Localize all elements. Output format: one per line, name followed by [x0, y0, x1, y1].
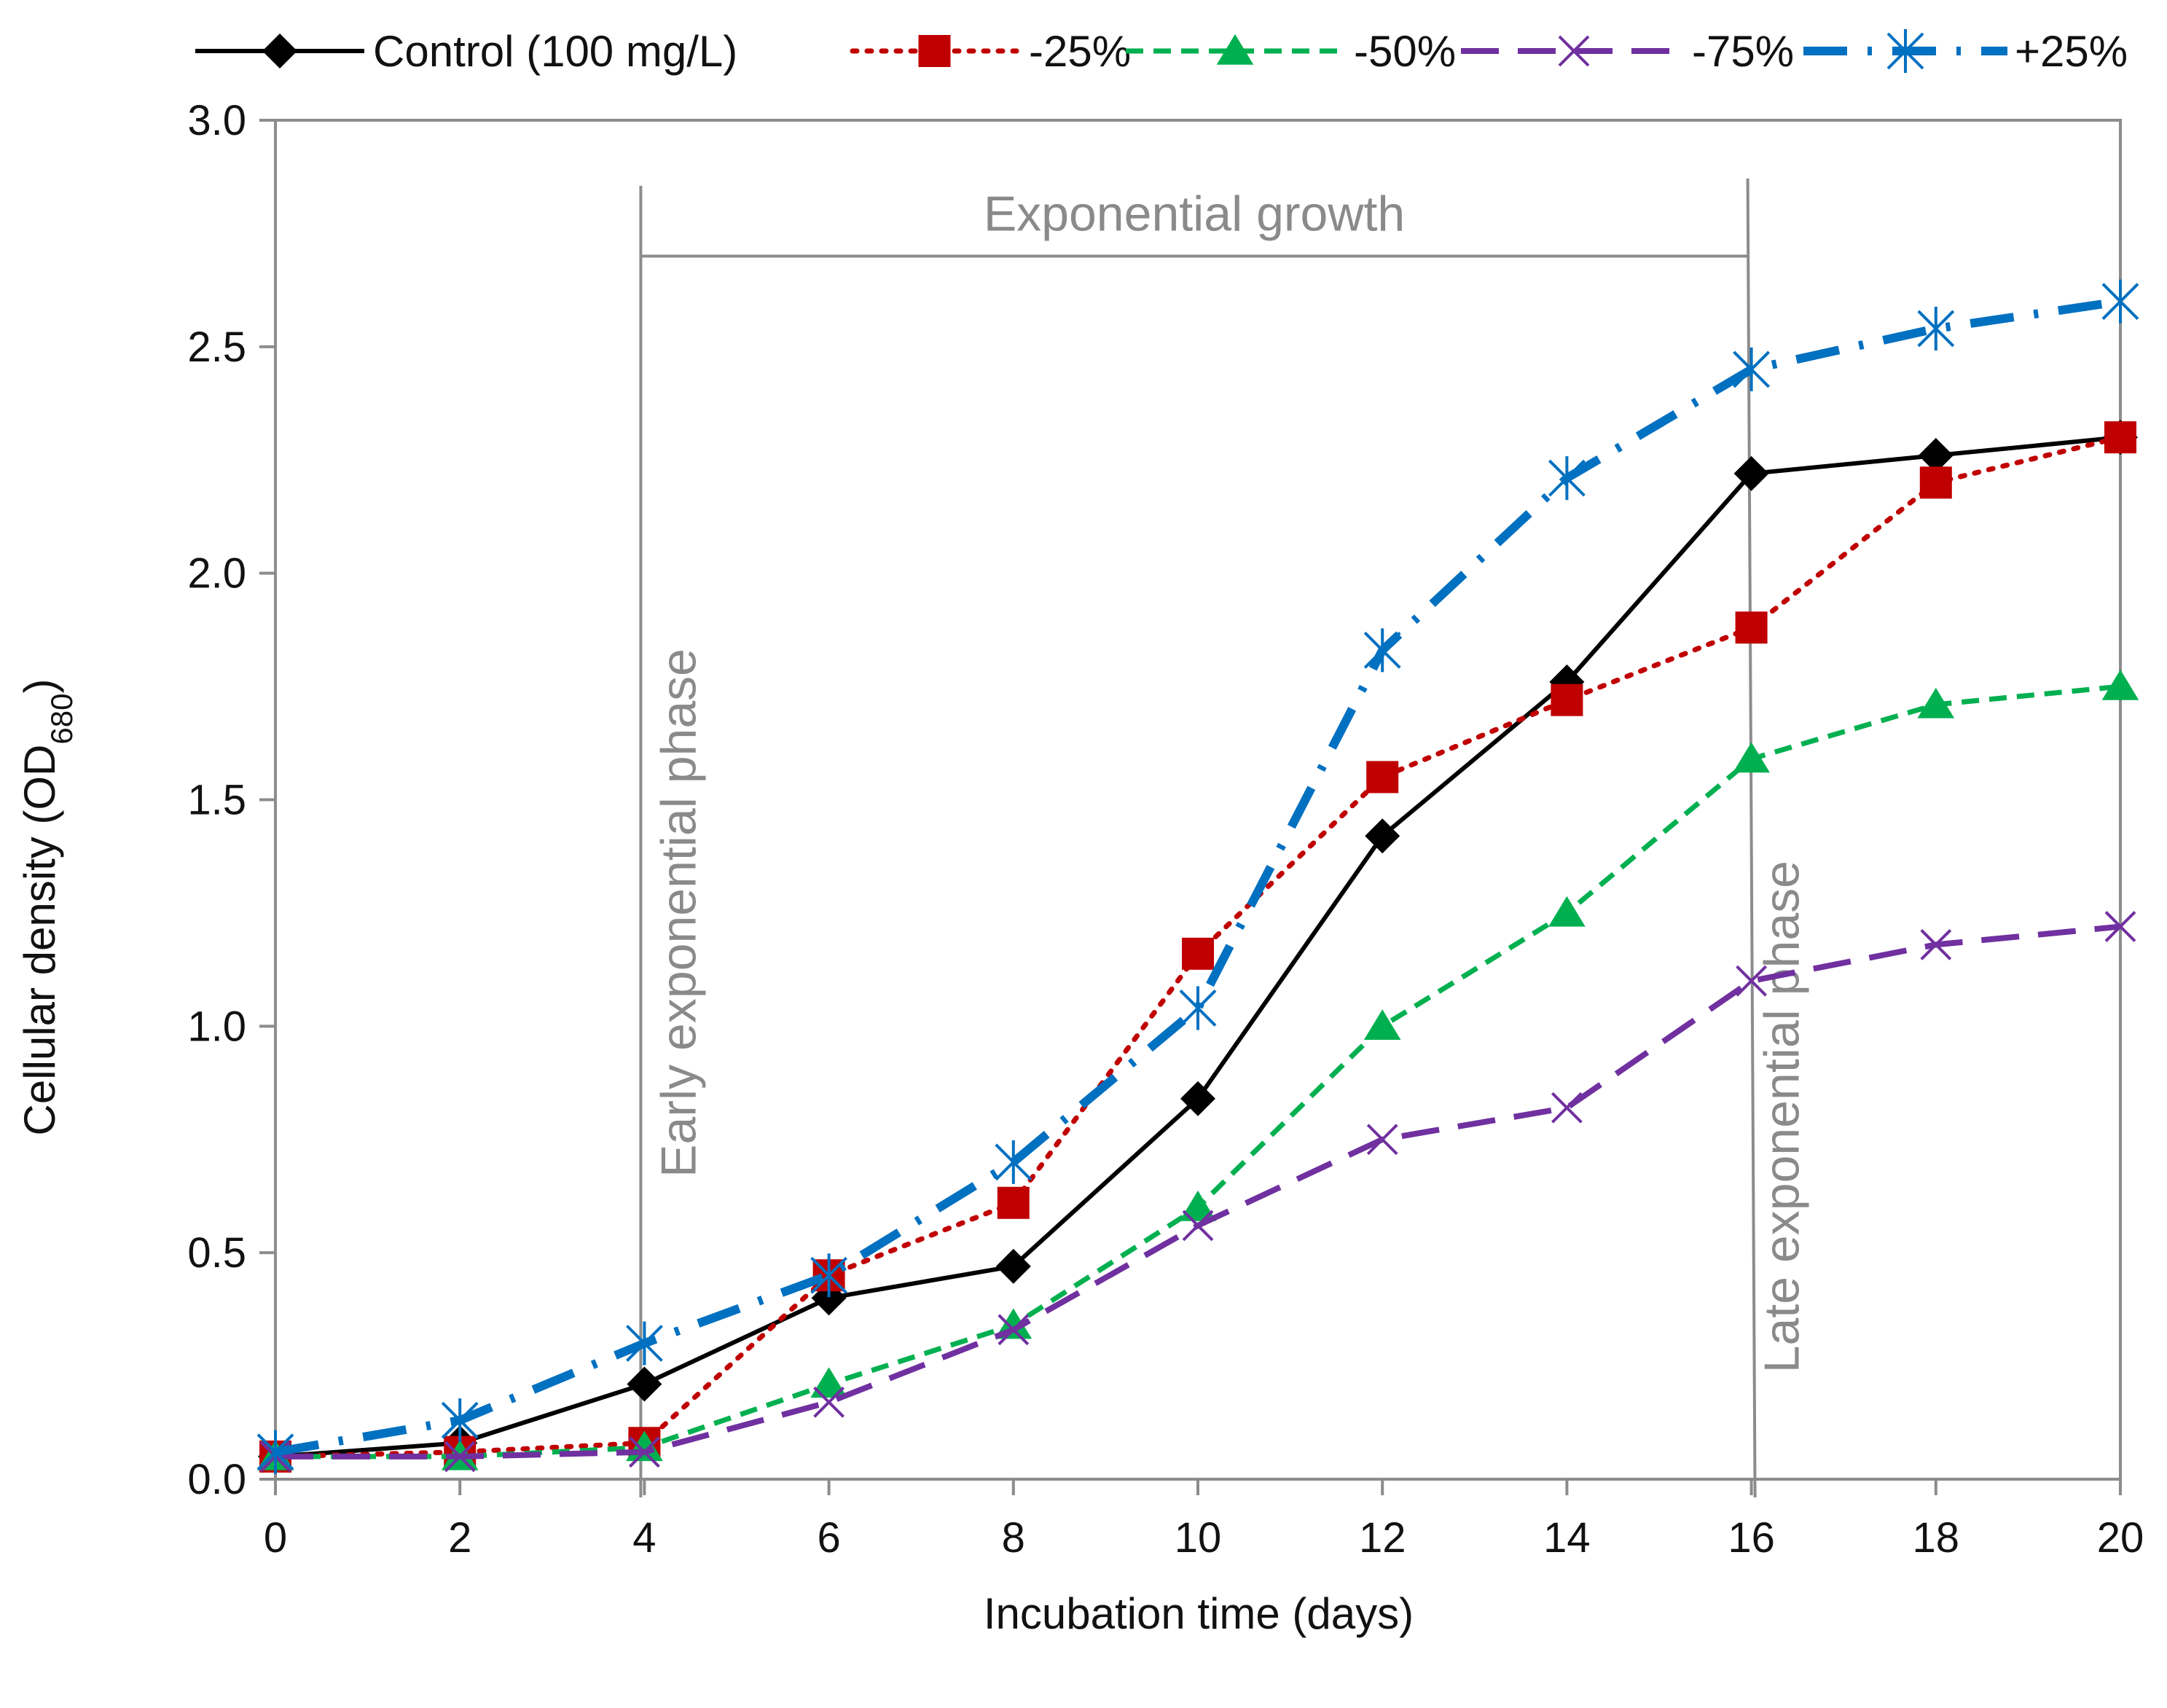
data-point	[995, 1140, 1032, 1184]
data-point	[1735, 611, 1768, 644]
y-tick-label: 2.5	[187, 324, 246, 371]
data-point	[1919, 466, 1952, 499]
data-point	[1365, 818, 1400, 854]
x-tick-label: 12	[1359, 1514, 1406, 1562]
axes: 0.0 0.5 1.0 1.5 2.0 2.5 3.0 0 2 4 6 8 10 12 14 16 18 20	[187, 97, 2144, 1562]
data-point	[1179, 1190, 1217, 1221]
data-point	[441, 1398, 479, 1443]
data-point	[1182, 937, 1214, 970]
legend-marker	[1558, 35, 1590, 67]
data-point	[1733, 347, 1771, 391]
data-point	[1917, 306, 1955, 350]
legend-marker	[1886, 29, 1924, 73]
data-point	[1180, 1081, 1215, 1116]
data-point	[810, 1253, 848, 1298]
data-point	[1182, 1210, 1214, 1242]
data-point	[1179, 986, 1217, 1030]
y-tick-label: 1.0	[187, 1003, 246, 1050]
data-point	[1363, 628, 1401, 673]
x-tick-label: 16	[1728, 1514, 1775, 1562]
data-point	[1551, 1092, 1583, 1124]
data-point	[625, 1321, 663, 1366]
annotations-layer: Exponential growth Early exponential phas…	[639, 178, 1810, 1498]
data-point	[1363, 1009, 1401, 1041]
data-point	[1366, 1124, 1398, 1156]
y-axis-title: Cellular density (OD680)	[15, 679, 79, 1136]
legend-item-0: Control (100 mg/L)	[195, 27, 737, 76]
series-layer	[256, 279, 2139, 1474]
series-4	[256, 279, 2139, 1474]
legend-item-3: -75%	[1461, 27, 1794, 76]
data-point	[1733, 455, 1769, 491]
x-tick-label: 20	[2097, 1514, 2144, 1562]
late-phase-line	[1746, 178, 1757, 1498]
data-point	[628, 1436, 660, 1468]
data-point	[813, 1386, 845, 1418]
late-phase-label: Late exponential phase	[1755, 861, 1810, 1373]
x-tick-label: 10	[1175, 1514, 1222, 1562]
data-point	[2104, 421, 2136, 454]
legend: Control (100 mg/L) -25% -50% -75% +25%	[195, 27, 2128, 76]
x-tick-label: 2	[448, 1514, 471, 1562]
data-point	[1918, 438, 1954, 474]
y-axis-title-main: Cellular density (OD	[15, 745, 64, 1136]
data-point	[1736, 965, 1768, 997]
legend-label: +25%	[2015, 27, 2128, 76]
early-phase-label: Early exponential phase	[651, 649, 706, 1178]
y-tick-label: 1.5	[187, 777, 246, 824]
data-point	[2104, 911, 2136, 942]
x-tick-label: 18	[1913, 1514, 1960, 1562]
data-point	[998, 1314, 1030, 1346]
data-point	[2101, 279, 2139, 324]
legend-marker	[262, 34, 297, 68]
x-axis-title: Incubation time (days)	[984, 1589, 1414, 1638]
legend-label: -25%	[1029, 27, 1131, 76]
legend-label: -50%	[1354, 27, 1456, 76]
exponential-growth-label: Exponential growth	[984, 187, 1405, 242]
y-tick-label: 2.0	[187, 550, 246, 598]
data-point	[1917, 687, 1955, 718]
legend-item-4: +25%	[1803, 27, 2128, 76]
legend-marker	[918, 35, 951, 67]
data-point	[2101, 669, 2139, 700]
legend-marker	[1216, 34, 1254, 65]
data-point	[995, 1248, 1031, 1284]
data-point	[1920, 929, 1952, 960]
data-point	[1366, 761, 1399, 794]
data-point	[444, 1441, 476, 1473]
x-tick-label: 14	[1543, 1514, 1591, 1562]
data-point	[1548, 456, 1586, 501]
x-tick-label: 6	[817, 1514, 840, 1562]
data-point	[1548, 896, 1586, 927]
data-point	[1551, 683, 1583, 716]
data-point	[627, 1366, 662, 1402]
y-tick-label: 0.0	[187, 1456, 246, 1503]
legend-label: Control (100 mg/L)	[373, 27, 737, 76]
legend-item-2: -50%	[1126, 27, 1456, 76]
x-tick-label: 0	[264, 1514, 287, 1562]
y-axis-title-subscript: 680	[44, 694, 79, 745]
y-tick-label: 0.5	[187, 1229, 246, 1277]
x-tick-label: 8	[1002, 1514, 1025, 1562]
data-point	[256, 1430, 294, 1474]
series-line	[274, 297, 2121, 1457]
data-point	[997, 1186, 1030, 1219]
x-tick-label: 4	[632, 1514, 656, 1562]
y-axis-title-close: )	[15, 679, 64, 694]
series-3	[259, 911, 2136, 1473]
legend-label: -75%	[1692, 27, 1794, 76]
legend-item-1: -25%	[850, 27, 1131, 76]
data-point	[1733, 742, 1770, 773]
y-tick-label: 3.0	[187, 97, 246, 144]
data-point	[810, 1367, 847, 1398]
